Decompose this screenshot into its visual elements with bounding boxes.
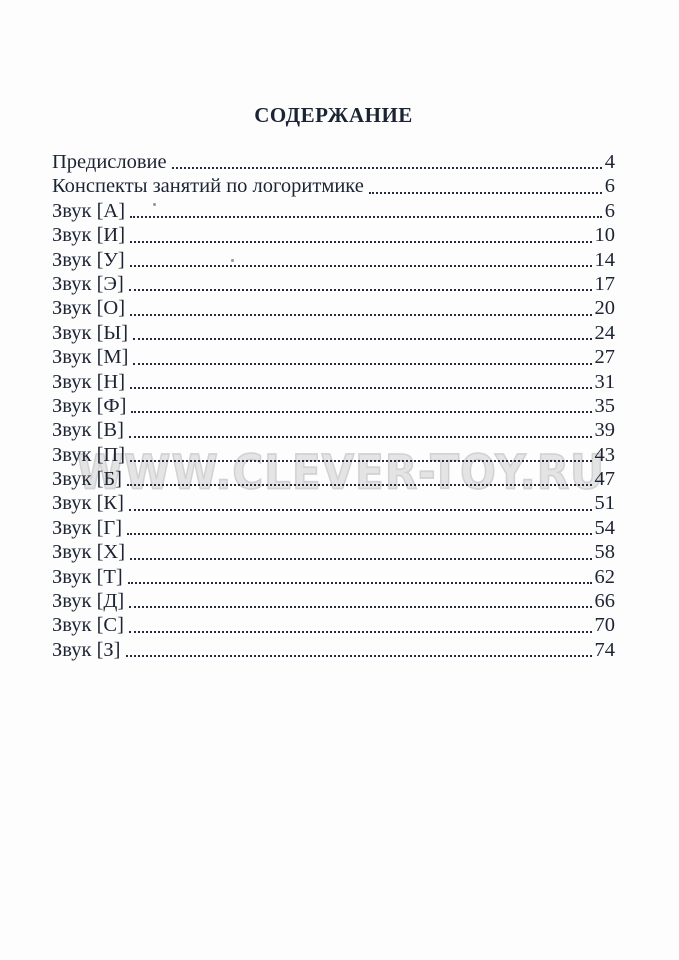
scan-speck [153, 203, 156, 206]
toc-entry-page: 20 [594, 297, 616, 320]
toc-entry-page: 14 [594, 248, 616, 271]
toc-entry-page: 31 [594, 370, 616, 393]
watermark-text: WWW.CLEVER-TOY.RU [76, 444, 606, 501]
toc-entry-label: Звук [Н] [52, 370, 126, 393]
toc-entry-page: 43 [594, 443, 616, 466]
dot-leader [128, 289, 592, 292]
toc-row: Звук [М] 27 [52, 345, 615, 369]
toc-row: Звук [Ф] 35 [52, 394, 615, 418]
toc-entry-page: 35 [594, 394, 616, 417]
toc-row: Звук [З] 74 [52, 638, 615, 662]
toc-entry-page: 47 [594, 468, 616, 491]
toc-row: Звук [П] 43 [52, 443, 615, 467]
page-title: СОДЕРЖАНИЕ [254, 103, 413, 127]
toc-row: Звук [Ы] 24 [52, 321, 615, 345]
dot-leader [368, 191, 602, 194]
dot-leader [130, 240, 592, 243]
toc-row: Звук [Т] 62 [52, 565, 615, 589]
toc-entry-page: 54 [594, 516, 616, 539]
dot-leader [130, 386, 592, 389]
toc-row: Звук [У] 14 [52, 248, 615, 272]
toc-row: Звук [О] 20 [52, 296, 615, 320]
dot-leader [128, 435, 592, 438]
toc-entry-label: Звук [Ф] [52, 394, 127, 417]
toc-row: Звук [Д] 66 [52, 589, 615, 613]
dot-leader [128, 630, 592, 633]
toc-entry-page: 58 [594, 541, 616, 564]
dot-leader [127, 582, 592, 585]
toc-row: Звук [А] 6 [52, 199, 615, 223]
toc-entry-page: 66 [594, 590, 616, 613]
toc-entry-page: 27 [594, 346, 616, 369]
toc-entry-page: 39 [594, 419, 616, 442]
dot-leader [171, 167, 602, 170]
toc-row: Конспекты занятий по логоритмике 6 [52, 174, 615, 198]
toc-entry-label: Предисловие [52, 150, 167, 173]
dot-leader [130, 557, 592, 560]
toc-row: Предисловие 4 [52, 150, 615, 174]
toc-row: Звук [Э] 17 [52, 272, 615, 296]
toc-entry-label: Звук [З] [52, 638, 121, 661]
toc-entry-page: 24 [594, 321, 616, 344]
toc-list: Предисловие 4 Конспекты занятий по логорит… [52, 150, 615, 662]
toc-entry-label: Звук [Т] [52, 565, 123, 588]
scan-speck [231, 259, 234, 262]
dot-leader [129, 264, 592, 267]
toc-entry-label: Звук [Х] [52, 541, 126, 564]
toc-entry-label: Звук [Б] [52, 468, 123, 491]
dot-leader [127, 484, 592, 487]
toc-entry-page: 6 [604, 199, 615, 222]
toc-entry-label: Звук [У] [52, 248, 125, 271]
toc-entry-page: 17 [594, 272, 616, 295]
toc-row: Звук [Н] 31 [52, 370, 615, 394]
toc-entry-label: Звук [М] [52, 346, 129, 369]
toc-row: Звук [Г] 54 [52, 516, 615, 540]
toc-row: Звук [В] 39 [52, 418, 615, 442]
toc-row: Звук [Х] 58 [52, 540, 615, 564]
toc-entry-label: Звук [Г] [52, 516, 123, 539]
dot-leader [133, 338, 592, 341]
dot-leader [130, 460, 592, 463]
toc-entry-page: 6 [604, 175, 615, 198]
toc-row: Звук [Б] 47 [52, 467, 615, 491]
toc-entry-label: Звук [А] [52, 199, 126, 222]
toc-entry-page: 62 [594, 565, 616, 588]
toc-entry-label: Звук [Э] [52, 272, 124, 295]
dot-leader [125, 655, 592, 658]
dot-leader [128, 508, 592, 511]
toc-entry-page: 74 [594, 638, 616, 661]
toc-row: Звук [С] 70 [52, 613, 615, 637]
toc-row: Звук [К] 51 [52, 491, 615, 515]
dot-leader [130, 216, 602, 219]
dot-leader [131, 411, 592, 414]
toc-entry-label: Звук [В] [52, 419, 124, 442]
toc-row: Звук [И] 10 [52, 223, 615, 247]
toc-entry-page: 70 [594, 614, 616, 637]
toc-entry-page: 4 [604, 150, 615, 173]
toc-entry-label: Звук [С] [52, 614, 124, 637]
toc-entry-label: Звук [О] [52, 297, 126, 320]
dot-leader [127, 533, 592, 536]
toc-entry-label: Звук [И] [52, 224, 126, 247]
toc-entry-label: Звук [Ы] [52, 321, 129, 344]
toc-entry-label: Звук [Д] [52, 590, 125, 613]
toc-entry-label: Звук [П] [52, 443, 126, 466]
toc-entry-page: 10 [594, 224, 616, 247]
toc-entry-label: Конспекты занятий по логоритмике [52, 175, 364, 198]
toc-entry-page: 51 [594, 492, 616, 515]
dot-leader [129, 606, 592, 609]
toc-entry-label: Звук [К] [52, 492, 124, 515]
dot-leader [130, 313, 592, 316]
dot-leader [133, 362, 592, 365]
